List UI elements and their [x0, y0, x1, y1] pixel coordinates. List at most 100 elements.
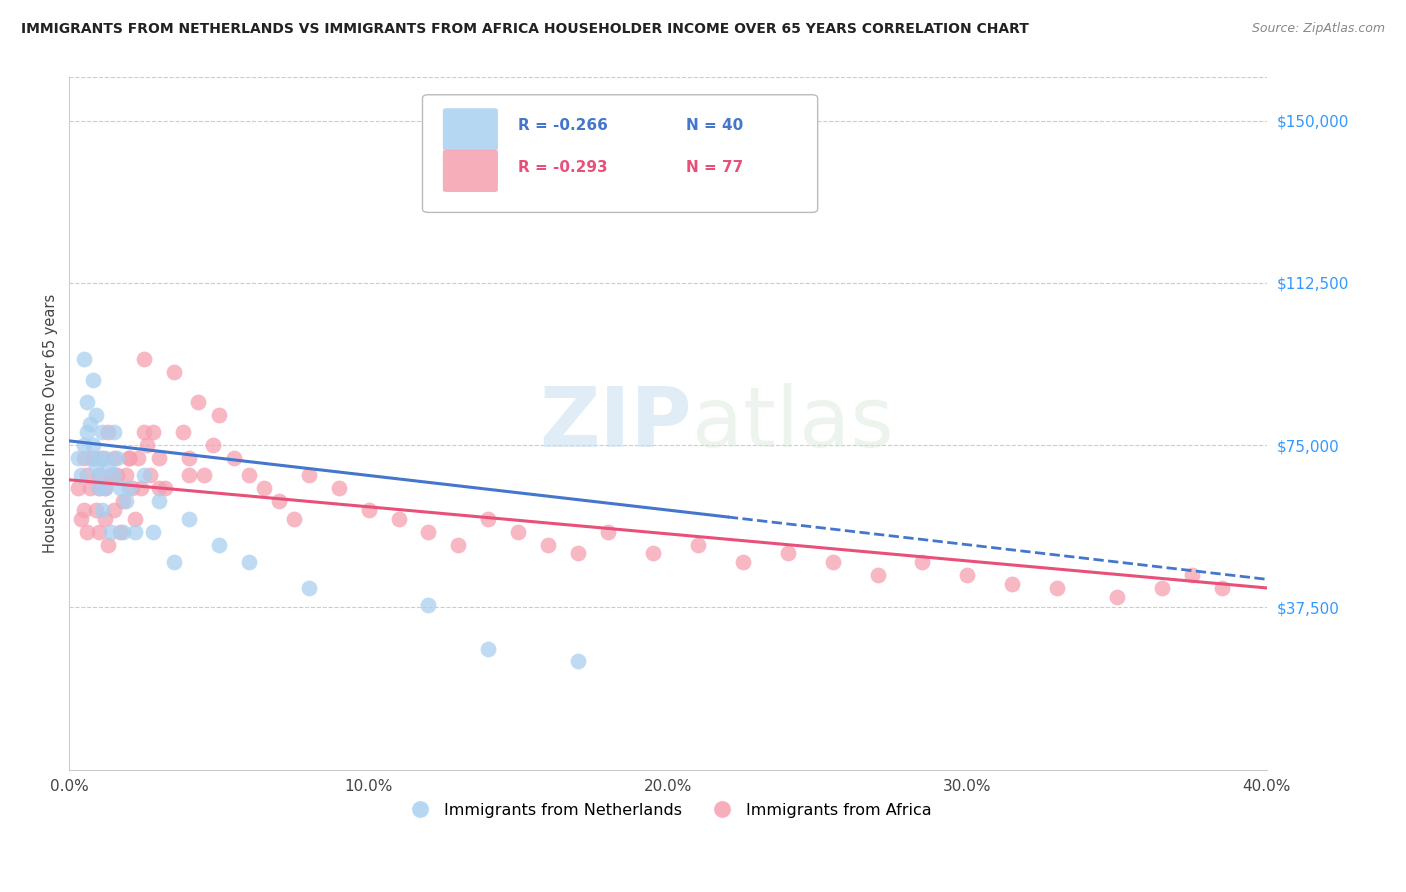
Point	[79, 417, 101, 431]
Point	[418, 599, 440, 613]
Text: Source: ZipAtlas.com: Source: ZipAtlas.com	[1251, 22, 1385, 36]
Point	[153, 482, 176, 496]
Point	[70, 468, 93, 483]
Point	[1181, 568, 1204, 582]
Text: R = -0.266: R = -0.266	[519, 119, 609, 134]
Point	[89, 482, 111, 496]
Point	[108, 524, 131, 539]
Point	[132, 351, 155, 366]
Point	[84, 408, 107, 422]
Point	[124, 524, 146, 539]
Point	[91, 425, 114, 440]
Point	[132, 468, 155, 483]
Point	[103, 468, 125, 483]
Point	[76, 425, 98, 440]
Point	[118, 451, 141, 466]
Point	[328, 482, 350, 496]
Point	[776, 546, 799, 560]
Point	[201, 438, 224, 452]
Point	[73, 351, 96, 366]
Point	[148, 494, 170, 508]
Point	[1001, 576, 1024, 591]
Text: ZIP: ZIP	[540, 383, 692, 464]
Point	[89, 482, 111, 496]
Point	[97, 538, 120, 552]
Point	[79, 482, 101, 496]
Point	[163, 555, 186, 569]
Point	[105, 451, 128, 466]
Point	[76, 524, 98, 539]
Point	[70, 512, 93, 526]
Point	[89, 468, 111, 483]
Point	[641, 546, 664, 560]
Point	[103, 425, 125, 440]
Point	[89, 468, 111, 483]
Point	[148, 451, 170, 466]
Point	[238, 555, 260, 569]
Point	[105, 468, 128, 483]
Point	[76, 395, 98, 409]
Point	[82, 373, 104, 387]
Point	[177, 512, 200, 526]
Point	[115, 468, 138, 483]
Point	[139, 468, 162, 483]
Point	[148, 482, 170, 496]
Point	[100, 468, 122, 483]
Point	[94, 482, 117, 496]
Text: IMMIGRANTS FROM NETHERLANDS VS IMMIGRANTS FROM AFRICA HOUSEHOLDER INCOME OVER 65: IMMIGRANTS FROM NETHERLANDS VS IMMIGRANT…	[21, 22, 1029, 37]
Point	[177, 468, 200, 483]
Point	[418, 524, 440, 539]
Point	[208, 408, 231, 422]
Point	[76, 468, 98, 483]
Point	[1150, 581, 1173, 595]
Point	[127, 451, 149, 466]
Point	[132, 425, 155, 440]
Point	[115, 494, 138, 508]
Point	[73, 451, 96, 466]
Point	[911, 555, 934, 569]
Point	[94, 512, 117, 526]
Point	[357, 503, 380, 517]
Point	[118, 482, 141, 496]
Point	[477, 641, 499, 656]
Point	[222, 451, 245, 466]
Point	[73, 438, 96, 452]
Point	[1046, 581, 1069, 595]
Point	[163, 365, 186, 379]
Point	[112, 524, 135, 539]
Point	[567, 655, 589, 669]
Point	[118, 451, 141, 466]
Point	[82, 438, 104, 452]
Point	[193, 468, 215, 483]
Point	[67, 482, 90, 496]
Text: N = 77: N = 77	[686, 160, 744, 175]
Text: atlas: atlas	[692, 383, 894, 464]
Point	[866, 568, 889, 582]
Point	[103, 503, 125, 517]
Point	[84, 459, 107, 474]
Point	[731, 555, 754, 569]
Point	[387, 512, 409, 526]
Point	[508, 524, 530, 539]
Point	[567, 546, 589, 560]
Point	[956, 568, 979, 582]
FancyBboxPatch shape	[422, 95, 818, 212]
Point	[108, 482, 131, 496]
Point	[447, 538, 470, 552]
Point	[298, 468, 321, 483]
Point	[177, 451, 200, 466]
Point	[103, 451, 125, 466]
Point	[142, 524, 165, 539]
Legend: Immigrants from Netherlands, Immigrants from Africa: Immigrants from Netherlands, Immigrants …	[398, 797, 938, 824]
Point	[94, 451, 117, 466]
Point	[598, 524, 620, 539]
Point	[89, 451, 111, 466]
Point	[821, 555, 844, 569]
Point	[89, 524, 111, 539]
Text: R = -0.293: R = -0.293	[519, 160, 607, 175]
Point	[84, 503, 107, 517]
Point	[82, 451, 104, 466]
Point	[172, 425, 194, 440]
Point	[129, 482, 152, 496]
Point	[238, 468, 260, 483]
